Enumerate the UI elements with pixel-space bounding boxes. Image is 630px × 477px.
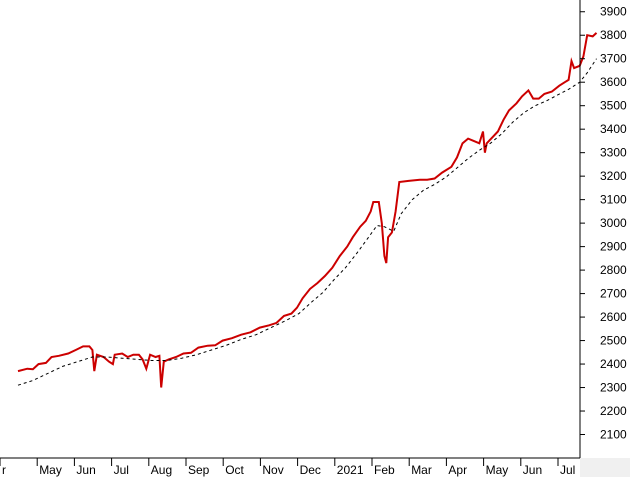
x-tick-label: Aug <box>151 463 172 477</box>
y-tick-label: 3900 <box>600 5 627 19</box>
x-tick-label: Jun <box>523 463 542 477</box>
y-tick-label: 3700 <box>600 52 627 66</box>
y-tick-label: 2500 <box>600 334 627 348</box>
x-tick-label: Sep <box>188 463 210 477</box>
x-axis: r May Jun Jul Aug Sep Oct Nov Dec 2021 Feb Mar Apr Ma… <box>0 458 575 477</box>
bottom-right-corner <box>580 458 630 477</box>
y-tick-label: 3000 <box>600 216 627 230</box>
moving-average-line <box>17 58 597 386</box>
y-tick-label: 2800 <box>600 263 627 277</box>
y-tick-label: 2700 <box>600 287 627 301</box>
x-tick-label: Nov <box>262 463 283 477</box>
x-tick-label: Dec <box>300 463 321 477</box>
y-tick-label: 3200 <box>600 169 627 183</box>
y-tick-label: 3800 <box>600 28 627 42</box>
x-tick-label: Mar <box>411 463 432 477</box>
y-tick-label: 3300 <box>600 146 627 160</box>
x-tick-label: May <box>486 463 509 477</box>
x-tick-label: Feb <box>374 463 395 477</box>
y-tick-label: 2100 <box>600 428 627 442</box>
x-tick-label: May <box>39 463 62 477</box>
x-tick-label: 2021 <box>337 463 364 477</box>
y-tick-label: 2200 <box>600 404 627 418</box>
x-tick-label: Jun <box>76 463 95 477</box>
y-tick-label: 3600 <box>600 75 627 89</box>
y-tick-label: 3100 <box>600 193 627 207</box>
x-tick-label: Oct <box>225 463 244 477</box>
y-tick-label: 2600 <box>600 310 627 324</box>
x-tick-label: Jul <box>114 463 129 477</box>
y-axis: 2100 2200 2300 2400 2500 2600 2700 2800 2900 3000… <box>580 5 627 442</box>
y-tick-label: 3500 <box>600 99 627 113</box>
y-tick-label: 2400 <box>600 357 627 371</box>
y-tick-label: 3400 <box>600 122 627 136</box>
price-line <box>17 32 598 388</box>
x-tick-label: Jul <box>560 463 575 477</box>
plot-area <box>0 0 580 458</box>
x-tick-label: Apr <box>448 463 467 477</box>
y-tick-label: 2900 <box>600 240 627 254</box>
x-tick-label: r <box>2 463 6 477</box>
y-tick-label: 2300 <box>600 381 627 395</box>
series-layer <box>17 32 598 388</box>
